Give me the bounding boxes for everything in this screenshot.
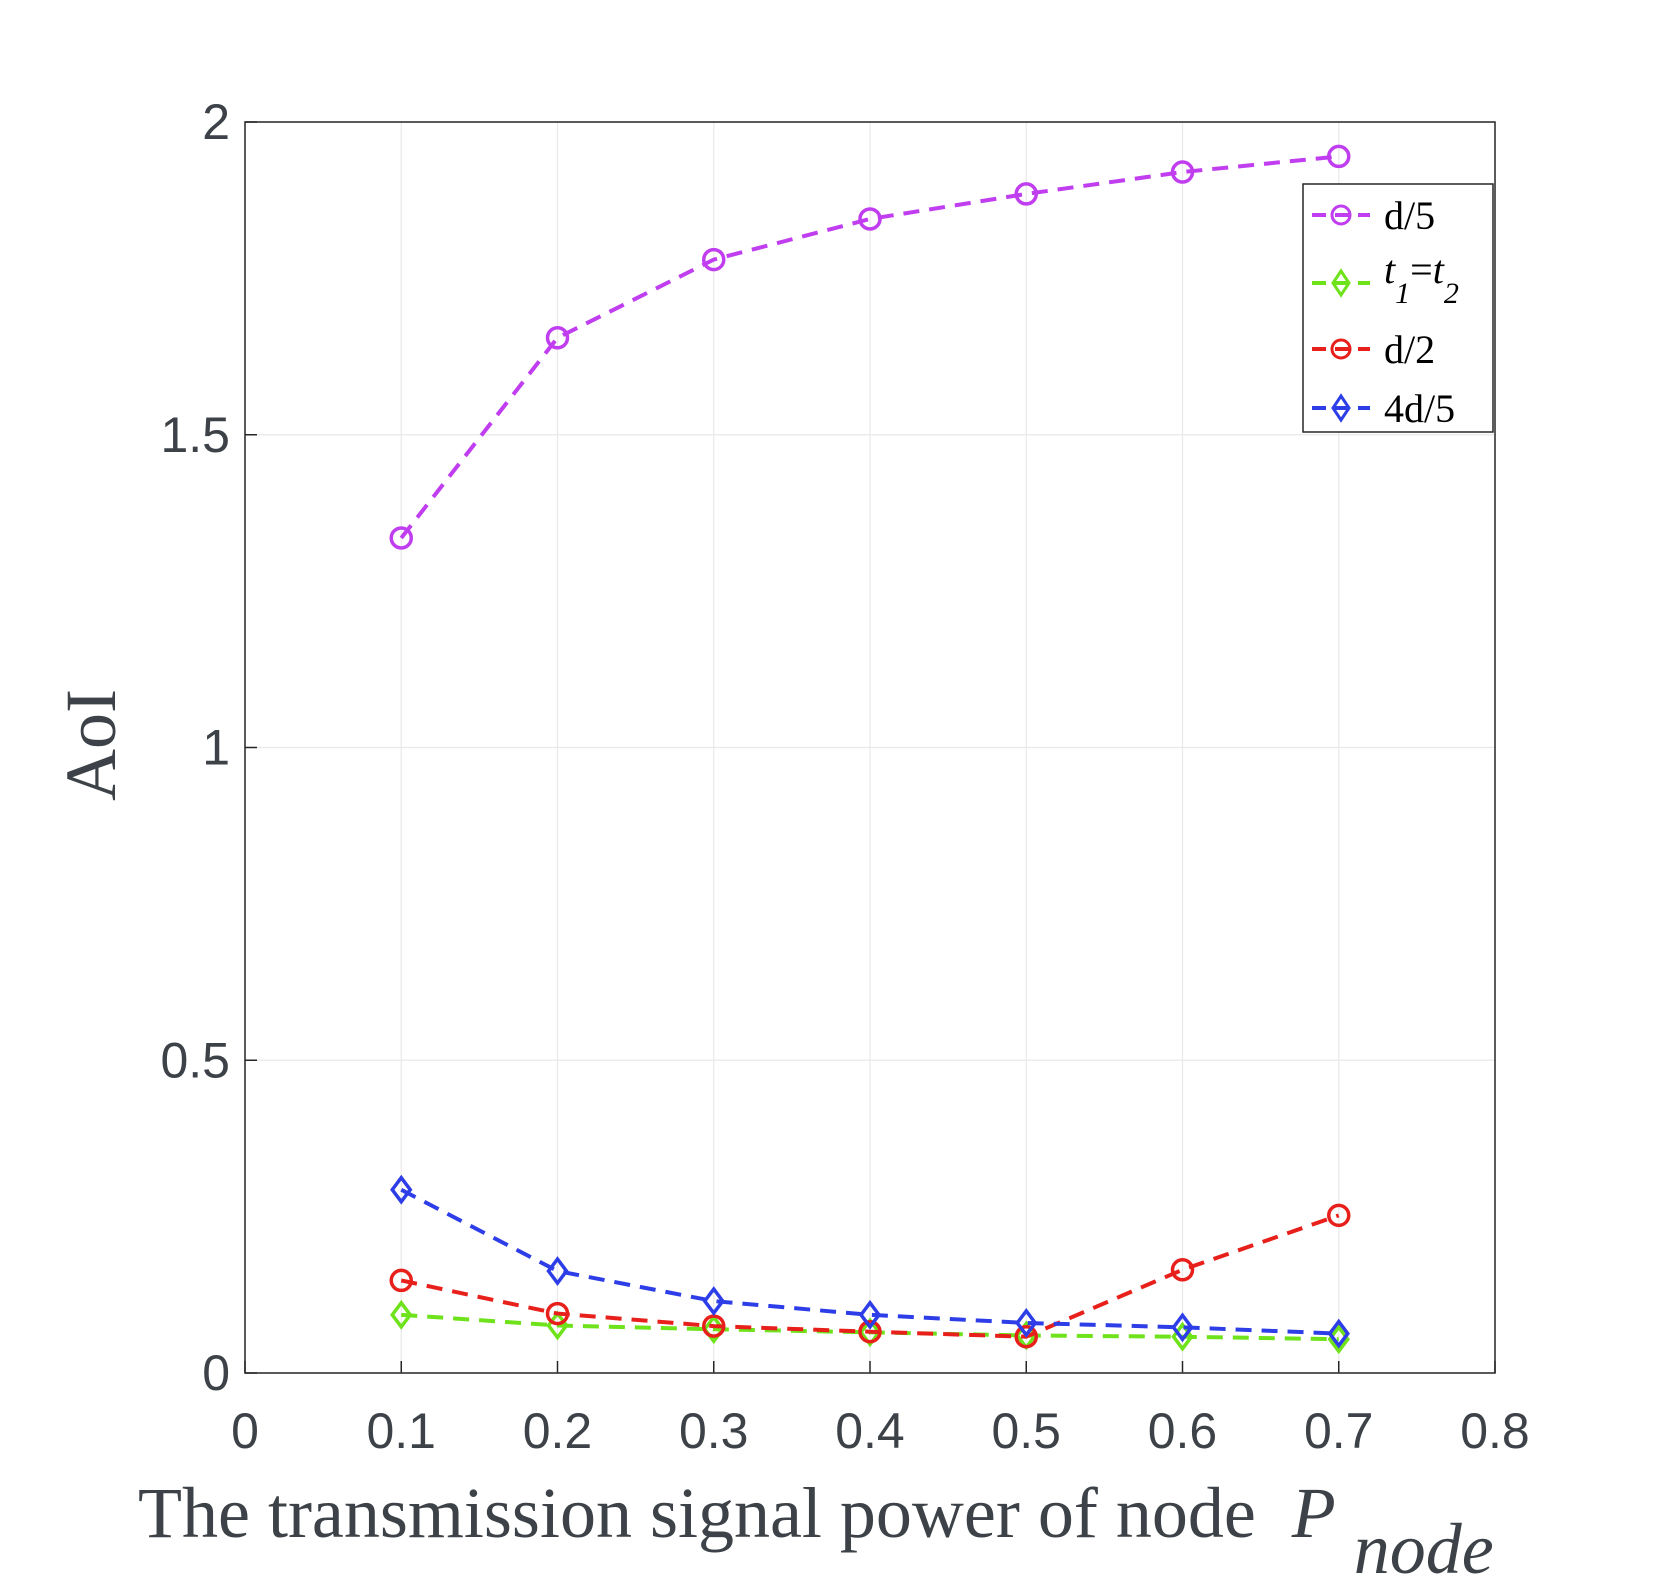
legend: d/5 t1=t2 d/2 4d/5 bbox=[1302, 183, 1494, 433]
x-tick-label: 0.2 bbox=[523, 1403, 593, 1459]
legend-label-sub2: 2 bbox=[1444, 277, 1459, 310]
y-tick-label: 0.5 bbox=[160, 1032, 230, 1088]
legend-label: d/5 bbox=[1384, 193, 1435, 238]
axes-frame bbox=[244, 121, 1496, 1374]
x-tick-label: 0.5 bbox=[991, 1403, 1061, 1459]
y-tick-label: 1 bbox=[202, 720, 230, 776]
legend-marker-circle bbox=[1330, 338, 1352, 360]
data-point bbox=[1170, 1258, 1195, 1282]
legend-label-t: t bbox=[1433, 247, 1445, 292]
data-point bbox=[858, 207, 882, 231]
data-point bbox=[858, 1299, 882, 1330]
x-tick-label: 0.3 bbox=[679, 1403, 749, 1459]
series-d-5 bbox=[389, 144, 1351, 550]
x-axis-title-subscript: node bbox=[1354, 1509, 1494, 1579]
legend-entry-d5: d/5 bbox=[1312, 193, 1435, 238]
data-point bbox=[545, 326, 570, 350]
data-point bbox=[1014, 1324, 1038, 1349]
legend-label-eq: = bbox=[1410, 247, 1433, 292]
legend-marker-circle bbox=[1330, 204, 1352, 226]
data-point bbox=[545, 1301, 570, 1326]
data-point bbox=[1170, 160, 1195, 184]
legend-entry-4d5: 4d/5 bbox=[1312, 386, 1455, 431]
x-tick-label: 0.6 bbox=[1148, 1403, 1218, 1459]
legend-marker-diamond bbox=[1331, 393, 1351, 423]
data-point bbox=[1014, 182, 1038, 206]
x-tick-label: 0.4 bbox=[835, 1403, 905, 1459]
data-point bbox=[1015, 1308, 1038, 1338]
legend-entry-d2: d/2 bbox=[1312, 327, 1435, 372]
series-4d-5 bbox=[390, 1174, 1350, 1349]
legend-label-t: t bbox=[1384, 247, 1396, 292]
data-point bbox=[390, 1174, 413, 1205]
legend-label: d/2 bbox=[1384, 327, 1435, 372]
y-axis-title: AoI bbox=[51, 689, 131, 801]
series-d-2 bbox=[389, 1203, 1351, 1349]
y-tick-label: 2 bbox=[202, 94, 230, 150]
data-point bbox=[702, 247, 726, 272]
legend-entry-t1t2: t1=t2 bbox=[1312, 247, 1459, 310]
x-tick-label: 0 bbox=[231, 1403, 259, 1459]
x-axis-title: The transmission signal power of node P … bbox=[138, 1473, 1494, 1579]
legend-label: 4d/5 bbox=[1384, 386, 1455, 431]
data-point bbox=[702, 1286, 725, 1316]
legend-label: t1=t2 bbox=[1384, 247, 1459, 310]
y-tick-label: 0 bbox=[202, 1345, 230, 1401]
data-point bbox=[1327, 1203, 1351, 1228]
series-line bbox=[400, 1213, 1340, 1339]
y-tick-labels: 0 0.5 1 1.5 2 bbox=[160, 94, 230, 1401]
series-group bbox=[389, 144, 1351, 1355]
data-point bbox=[1327, 1318, 1350, 1349]
legend-box bbox=[1302, 183, 1494, 433]
data-point bbox=[390, 1299, 413, 1330]
x-axis-title-text: The transmission signal power of node bbox=[138, 1473, 1256, 1553]
data-point bbox=[1171, 1312, 1194, 1343]
data-point bbox=[389, 1268, 413, 1293]
legend-marker-diamond bbox=[1331, 268, 1351, 298]
x-tick-labels: 0 0.1 0.2 0.3 0.4 0.5 0.6 0.7 0.8 bbox=[231, 1403, 1530, 1459]
legend-label-sub1: 1 bbox=[1395, 277, 1410, 310]
data-point bbox=[546, 1256, 569, 1286]
x-tick-label: 0.7 bbox=[1304, 1403, 1374, 1459]
x-axis-title-symbol: P bbox=[1291, 1473, 1336, 1553]
x-tick-label: 0.8 bbox=[1460, 1403, 1530, 1459]
data-point bbox=[1327, 144, 1351, 169]
y-tick-label: 1.5 bbox=[160, 407, 230, 463]
data-point bbox=[858, 1319, 882, 1344]
data-point bbox=[858, 1317, 882, 1348]
data-point bbox=[702, 1314, 726, 1338]
x-tick-label: 0.1 bbox=[366, 1403, 436, 1459]
data-point bbox=[389, 526, 413, 550]
